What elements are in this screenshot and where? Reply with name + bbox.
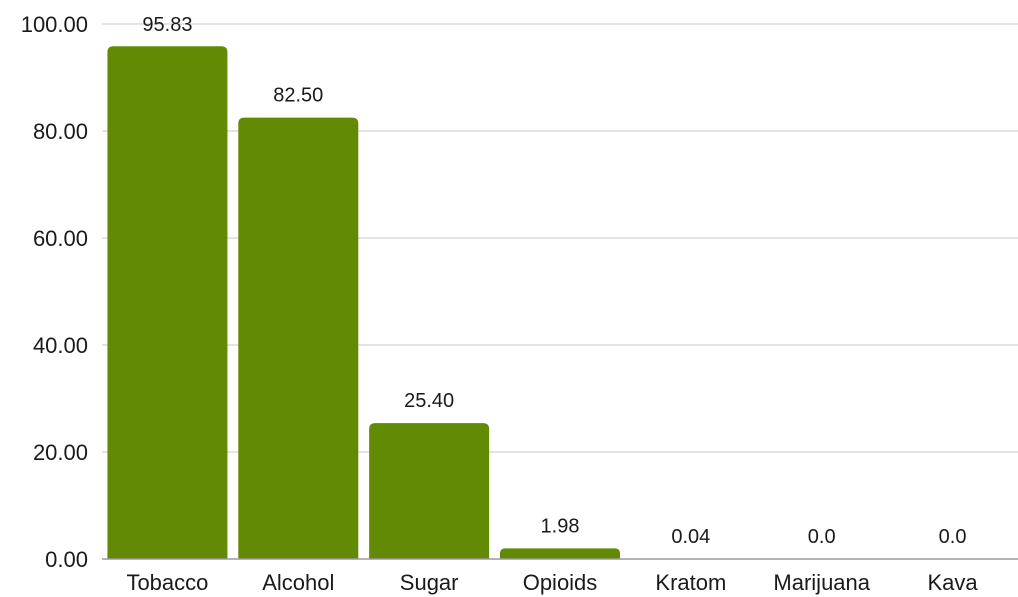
y-tick-label: 60.00 <box>33 226 88 251</box>
y-tick-label: 80.00 <box>33 119 88 144</box>
data-label: 25.40 <box>404 390 454 412</box>
y-tick-label: 20.00 <box>33 440 88 465</box>
data-label: 0.0 <box>939 526 967 548</box>
data-label: 1.98 <box>541 515 580 537</box>
x-tick-label: Marijuana <box>773 570 870 595</box>
x-axis-labels: Tobacco Alcohol Sugar Opioids Kratom Marijuan… <box>126 570 978 595</box>
y-tick-label: 40.00 <box>33 333 88 358</box>
data-label: 0.04 <box>671 526 710 548</box>
data-labels: 95.83 82.50 25.40 1.98 0.04 0.0 0.0 <box>142 14 966 548</box>
x-tick-label: Sugar <box>400 570 459 595</box>
bar-sugar <box>369 423 490 559</box>
y-axis-ticks: 0.00 20.00 40.00 60.00 80.00 100.00 <box>21 12 88 572</box>
x-tick-label: Kava <box>927 570 978 595</box>
y-tick-label: 100.00 <box>21 12 88 37</box>
y-tick-label: 0.00 <box>45 547 88 572</box>
bar-alcohol <box>238 117 359 559</box>
data-label: 0.0 <box>808 526 836 548</box>
bars <box>107 46 1013 559</box>
x-tick-label: Opioids <box>523 570 598 595</box>
x-tick-label: Alcohol <box>262 570 334 595</box>
x-tick-label: Kratom <box>655 570 726 595</box>
bar-tobacco <box>107 46 228 559</box>
data-label: 95.83 <box>142 14 192 36</box>
x-tick-label: Tobacco <box>126 570 208 595</box>
bar-opioids <box>500 548 620 559</box>
data-label: 82.50 <box>273 85 323 107</box>
